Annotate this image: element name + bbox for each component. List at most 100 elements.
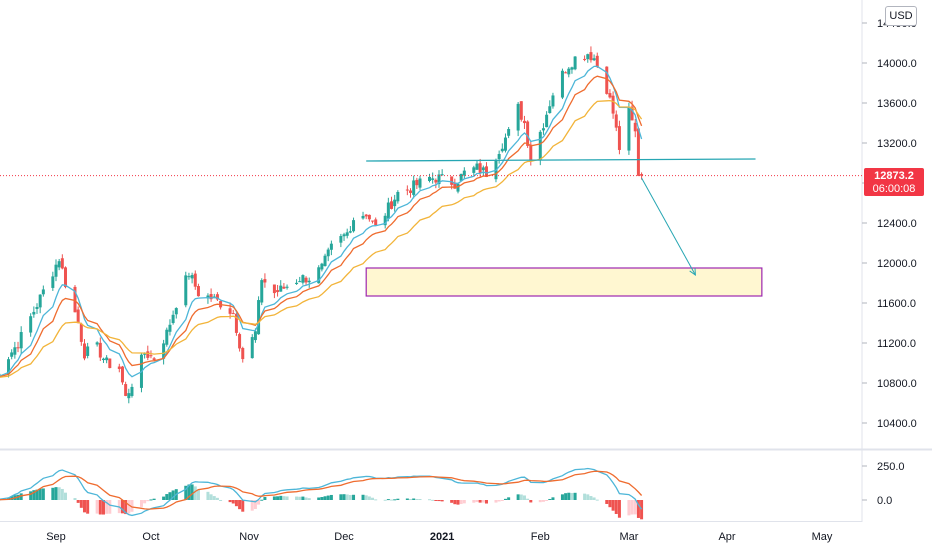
osc-bar bbox=[152, 498, 156, 500]
osc-bar bbox=[231, 500, 235, 504]
osc-bar bbox=[101, 500, 105, 515]
oscillator-pane bbox=[0, 467, 644, 520]
ma-mid-line bbox=[0, 75, 643, 378]
osc-bar bbox=[127, 500, 131, 514]
candle-body bbox=[583, 58, 587, 60]
osc-bar bbox=[415, 498, 419, 500]
osc-bar bbox=[57, 487, 61, 500]
candle-body bbox=[41, 289, 45, 295]
osc-bar bbox=[617, 500, 621, 518]
osc-bar bbox=[282, 496, 286, 500]
candle-body bbox=[206, 295, 210, 299]
currency-button[interactable]: USD bbox=[885, 6, 917, 26]
candle-body bbox=[190, 275, 194, 279]
candle-body bbox=[196, 286, 200, 297]
candle-body bbox=[117, 366, 121, 369]
candle-body bbox=[98, 342, 102, 358]
candle-body bbox=[459, 173, 463, 181]
osc-bar bbox=[304, 497, 308, 500]
candle-body bbox=[304, 277, 308, 283]
osc-bar bbox=[79, 500, 83, 508]
axes: 10400.0 10800.0 11200.0 11600.0 12000.0 12400… bbox=[46, 18, 917, 543]
candle-body bbox=[529, 144, 533, 161]
candle-body bbox=[253, 331, 257, 341]
osc-bar bbox=[146, 500, 150, 502]
osc-bar bbox=[60, 488, 64, 500]
candle-body bbox=[519, 101, 523, 120]
candle-body bbox=[440, 174, 444, 176]
osc-bar bbox=[361, 494, 365, 500]
bar-countdown: 06:00:08 bbox=[872, 183, 916, 195]
osc-bar bbox=[196, 489, 200, 500]
candle-body bbox=[551, 95, 555, 107]
candle-body bbox=[228, 308, 232, 314]
osc-bar bbox=[317, 497, 321, 500]
candle-body bbox=[171, 314, 175, 324]
osc-bar bbox=[184, 485, 188, 500]
candle-body bbox=[412, 180, 416, 195]
candle-body bbox=[415, 179, 419, 186]
candle-body bbox=[348, 231, 352, 233]
osc-bar bbox=[190, 484, 194, 500]
candle-body bbox=[19, 332, 23, 349]
x-tick-label: Sep bbox=[46, 531, 66, 543]
osc-bar bbox=[522, 495, 526, 500]
osc-bar bbox=[130, 500, 134, 512]
candle-body bbox=[428, 176, 432, 181]
last-price-badge: 12873.2 06:00:08 bbox=[864, 168, 924, 196]
osc-bar bbox=[450, 500, 454, 503]
candle-body bbox=[371, 220, 375, 222]
candle-body bbox=[374, 219, 378, 226]
candle-body bbox=[238, 334, 242, 349]
candle-body bbox=[437, 174, 441, 185]
osc-bar bbox=[143, 500, 147, 504]
osc-bar bbox=[263, 496, 267, 500]
osc-bar bbox=[345, 494, 349, 500]
osc-bar bbox=[41, 488, 45, 500]
osc-bar bbox=[29, 491, 33, 500]
osc-bar bbox=[516, 494, 520, 500]
osc-bar bbox=[323, 496, 327, 500]
candle-body bbox=[636, 128, 640, 176]
osc-bar bbox=[339, 494, 343, 500]
osc-bar bbox=[298, 496, 302, 500]
osc-bar bbox=[456, 500, 460, 505]
osc-bar bbox=[640, 500, 644, 520]
candle-body bbox=[0, 373, 1, 375]
osc-bar bbox=[301, 496, 305, 500]
candle-body bbox=[627, 107, 631, 151]
osc-bar bbox=[548, 498, 552, 500]
osc-bar bbox=[570, 492, 574, 500]
candle-body bbox=[522, 120, 526, 124]
osc-bar bbox=[86, 500, 90, 514]
candle-body bbox=[317, 267, 321, 284]
osc-bar bbox=[462, 500, 466, 504]
osc-bar bbox=[285, 496, 289, 500]
candle-body bbox=[95, 342, 99, 345]
candle-body bbox=[32, 311, 36, 315]
candle-body bbox=[605, 66, 609, 94]
candle-body bbox=[367, 214, 371, 220]
candle-body bbox=[405, 189, 409, 191]
candle-body bbox=[146, 351, 150, 358]
osc-bar bbox=[250, 500, 254, 511]
candle-body bbox=[630, 106, 634, 121]
osc-bar bbox=[592, 497, 596, 500]
projection-arrow bbox=[641, 177, 696, 276]
x-tick-label: Mar bbox=[619, 531, 638, 543]
y-tick-label: 11600.0 bbox=[877, 298, 916, 310]
candle-body bbox=[272, 284, 276, 294]
y-tick-label: 12400.0 bbox=[877, 218, 917, 230]
osc-bar bbox=[238, 500, 242, 510]
y-tick-label: 12000.0 bbox=[877, 258, 917, 270]
candle-body bbox=[497, 154, 501, 159]
osc-bar bbox=[428, 499, 432, 501]
candle-body bbox=[120, 366, 124, 383]
osc-bar bbox=[526, 498, 530, 500]
osc-bar bbox=[636, 500, 640, 518]
osc-bar bbox=[431, 499, 435, 501]
osc-bar bbox=[494, 500, 498, 503]
osc-bar bbox=[583, 493, 587, 500]
candle-body bbox=[450, 176, 454, 185]
